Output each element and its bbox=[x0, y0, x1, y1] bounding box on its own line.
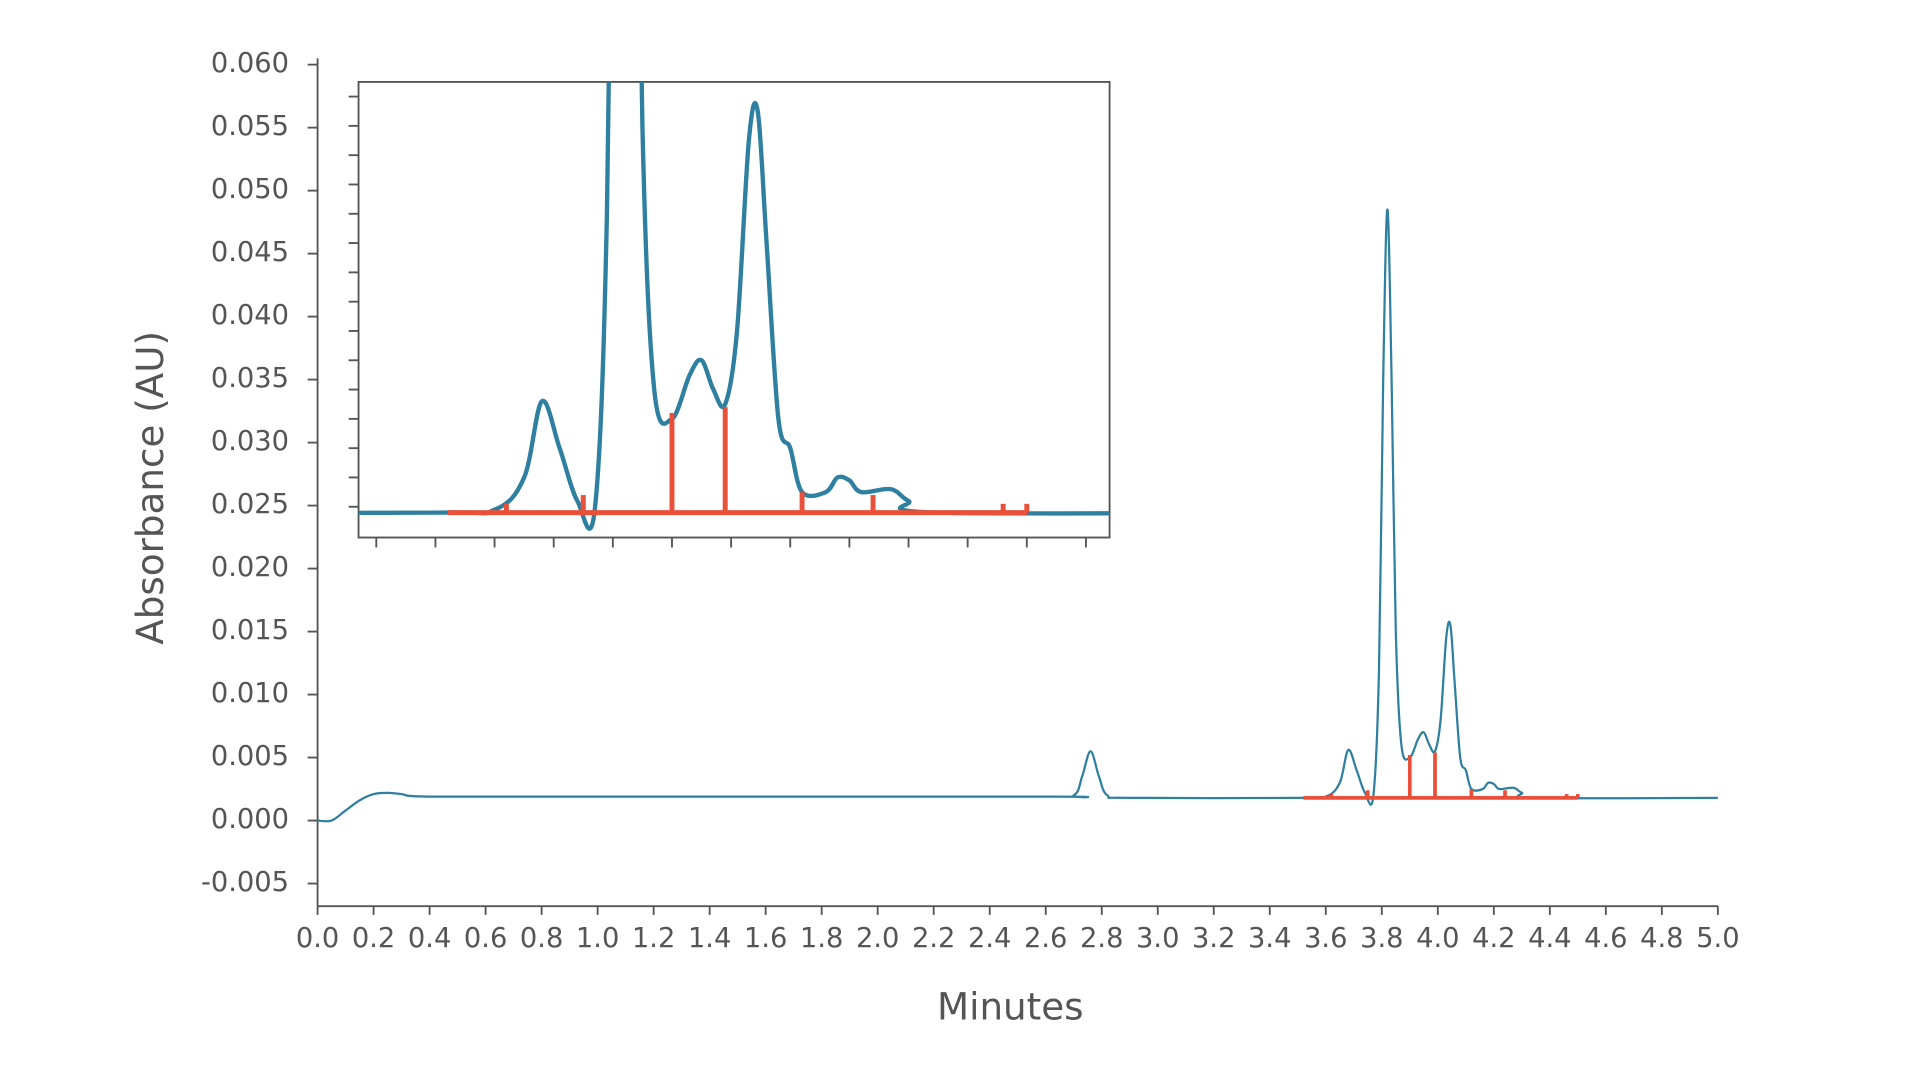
x-tick-label: 1.2 bbox=[632, 923, 675, 954]
x-tick-label: 2.8 bbox=[1080, 923, 1123, 954]
inset-trace bbox=[358, 81, 1110, 531]
x-tick-label: 1.8 bbox=[800, 923, 843, 954]
y-tick-label: 0.050 bbox=[211, 174, 289, 205]
x-tick-label: 0.0 bbox=[296, 923, 339, 954]
y-tick-label: 0.040 bbox=[211, 300, 289, 331]
x-tick-label: 0.4 bbox=[408, 923, 451, 954]
x-tick-label: 4.8 bbox=[1640, 923, 1683, 954]
y-tick-label: 0.020 bbox=[211, 552, 289, 583]
y-tick-label: 0.060 bbox=[211, 48, 289, 79]
x-tick-label: 4.4 bbox=[1528, 923, 1571, 954]
x-tick-label: 2.4 bbox=[968, 923, 1011, 954]
y-tick-label: 0.025 bbox=[211, 489, 289, 520]
y-tick-label: 0.015 bbox=[211, 615, 289, 646]
x-tick-label: 2.0 bbox=[856, 923, 899, 954]
trace bbox=[317, 208, 1718, 823]
x-tick-label: 2.6 bbox=[1024, 923, 1067, 954]
y-tick-label: 0.000 bbox=[211, 804, 289, 835]
inset-frame bbox=[357, 80, 1111, 539]
x-tick-label: 0.6 bbox=[464, 923, 507, 954]
x-tick-label: 0.8 bbox=[520, 923, 563, 954]
y-tick-label: 0.035 bbox=[211, 363, 289, 394]
y-tick-label: 0.045 bbox=[211, 237, 289, 268]
x-tick-label: 3.8 bbox=[1360, 923, 1403, 954]
x-tick-label: 4.2 bbox=[1472, 923, 1515, 954]
x-tick-label: 1.4 bbox=[688, 923, 731, 954]
y-tick-label: -0.005 bbox=[201, 867, 289, 898]
y-tick-label: 0.030 bbox=[211, 426, 289, 457]
x-axis-label: Minutes bbox=[937, 985, 1084, 1029]
y-tick-label: 0.055 bbox=[211, 111, 289, 142]
y-tick-label: 0.010 bbox=[211, 678, 289, 709]
x-tick-label: 0.2 bbox=[352, 923, 395, 954]
x-tick-label: 3.6 bbox=[1304, 923, 1347, 954]
y-axis-label: Absorbance (AU) bbox=[128, 331, 172, 645]
x-tick-label: 5.0 bbox=[1696, 923, 1739, 954]
y-tick-label: 0.005 bbox=[211, 741, 289, 772]
x-tick-label: 3.4 bbox=[1248, 923, 1291, 954]
x-tick-label: 1.0 bbox=[576, 923, 619, 954]
x-tick-label: 2.2 bbox=[912, 923, 955, 954]
x-tick-label: 3.0 bbox=[1136, 923, 1179, 954]
inset-trace-group bbox=[358, 81, 1110, 531]
x-tick-label: 4.0 bbox=[1416, 923, 1459, 954]
x-tick-label: 4.6 bbox=[1584, 923, 1627, 954]
x-tick-label: 1.6 bbox=[744, 923, 787, 954]
x-tick-label: 3.2 bbox=[1192, 923, 1235, 954]
